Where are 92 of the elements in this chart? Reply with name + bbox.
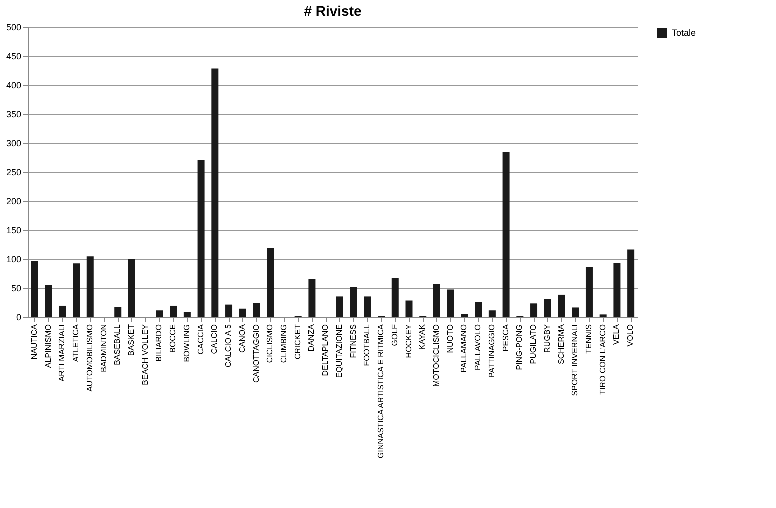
x-tick-label: VELA bbox=[612, 324, 622, 345]
bar bbox=[475, 302, 482, 317]
x-tick-label: CANOTTAGGIO bbox=[252, 324, 261, 384]
x-tick-label: NAUTICA bbox=[30, 324, 39, 360]
x-tick-label: FOOTBALL bbox=[362, 324, 372, 366]
y-tick-label: 350 bbox=[6, 110, 22, 120]
bar bbox=[156, 310, 164, 317]
x-tick-label: GOLF bbox=[390, 324, 400, 346]
x-tick-label: BADMINTON bbox=[99, 324, 108, 372]
bar bbox=[31, 261, 38, 317]
y-tick-label: 200 bbox=[6, 196, 22, 206]
chart-title: # Riviste bbox=[304, 3, 362, 19]
x-tick-label: PUGILATO bbox=[529, 324, 538, 364]
x-tick-label: SPORT INVERNALI bbox=[570, 324, 580, 396]
x-tick-label: ATLETICA bbox=[72, 324, 81, 362]
x-tick-label: PING-PONG bbox=[515, 324, 524, 370]
x-tick-label: NUOTO bbox=[446, 324, 455, 354]
x-tick-label: CANOA bbox=[238, 324, 247, 353]
x-tick-label: BOWLING bbox=[182, 324, 192, 362]
x-tick-label: RUGBY bbox=[542, 324, 552, 353]
bar bbox=[226, 304, 233, 317]
x-tick-label: BEACH VOLLEY bbox=[140, 324, 150, 386]
bar bbox=[364, 296, 372, 317]
x-tick-label: EQUITAZIONE bbox=[334, 324, 344, 378]
bar bbox=[267, 248, 274, 317]
bar bbox=[530, 304, 538, 317]
bar bbox=[198, 160, 205, 317]
bar bbox=[170, 306, 178, 317]
bar bbox=[572, 308, 580, 317]
bar bbox=[59, 306, 66, 317]
x-tick-label: ARTI MARZIALI bbox=[58, 324, 67, 382]
bar bbox=[184, 312, 191, 317]
x-tick-label: CALCIO bbox=[210, 324, 220, 354]
bar bbox=[406, 300, 413, 317]
x-tick-label: CRICKET bbox=[293, 324, 302, 360]
y-tick-label: 50 bbox=[11, 284, 22, 294]
bar bbox=[502, 152, 510, 317]
y-tick-label: 300 bbox=[6, 138, 22, 148]
bar bbox=[392, 278, 399, 317]
y-tick-label: 100 bbox=[6, 254, 22, 264]
y-tick-label: 500 bbox=[6, 22, 22, 32]
bar bbox=[308, 279, 316, 317]
legend-label: Totale bbox=[672, 28, 696, 38]
x-tick-label: TIRO CON L'ARCO bbox=[598, 324, 608, 395]
bar bbox=[586, 267, 593, 317]
x-tick-label: BOCCE bbox=[168, 324, 178, 353]
x-tick-label: CALCIO A 5 bbox=[224, 324, 234, 368]
bar bbox=[73, 264, 80, 317]
x-tick-label: CICLISMO bbox=[266, 324, 275, 364]
x-tick-label: FITNESS bbox=[348, 324, 358, 358]
x-tick-label: CLIMBING bbox=[279, 324, 288, 364]
y-tick-label: 400 bbox=[6, 80, 22, 90]
bar bbox=[461, 314, 468, 317]
x-tick-label: GINNASTICA ARTISTICA E RITMICA bbox=[376, 324, 386, 459]
x-tick-label: HOCKEY bbox=[404, 324, 414, 358]
y-tick-label: 150 bbox=[6, 226, 22, 236]
x-tick-label: MOTOCICLISMO bbox=[432, 324, 441, 388]
bar bbox=[128, 259, 136, 317]
bar bbox=[114, 307, 122, 317]
bar bbox=[628, 250, 635, 317]
x-tick-label: DELTAPLANO bbox=[321, 324, 330, 376]
x-tick-label: CACCIA bbox=[196, 324, 206, 355]
bar bbox=[239, 308, 246, 317]
x-tick-label: PATTINAGGIO bbox=[487, 324, 496, 378]
bar bbox=[212, 68, 219, 317]
bar bbox=[86, 256, 94, 317]
y-tick-label: 250 bbox=[6, 168, 22, 178]
bar bbox=[433, 284, 440, 317]
y-tick-label: 0 bbox=[16, 312, 22, 322]
x-tick-label: SCHERMA bbox=[556, 324, 566, 365]
x-tick-label: TENNIS bbox=[584, 324, 594, 354]
bar bbox=[336, 296, 344, 317]
x-tick-label: BASKET bbox=[126, 324, 136, 356]
x-tick-label: PESCA bbox=[501, 324, 510, 352]
x-tick-label: PALLAMANO bbox=[460, 324, 469, 373]
bar bbox=[558, 294, 566, 317]
x-tick-label: KAYAK bbox=[418, 324, 428, 350]
bar bbox=[253, 303, 260, 317]
x-tick-label: BASEBALL bbox=[113, 324, 122, 366]
bar bbox=[614, 263, 621, 317]
bar bbox=[45, 285, 52, 317]
x-tick-label: VOLO bbox=[626, 324, 636, 347]
x-tick-label: AUTOMOBILISMO bbox=[85, 324, 94, 392]
x-tick-label: ALPINISMO bbox=[44, 324, 53, 368]
x-tick-label: PALLAVOLO bbox=[474, 324, 483, 370]
y-tick-label: 450 bbox=[6, 52, 22, 62]
bar bbox=[488, 310, 496, 317]
bar bbox=[447, 290, 454, 317]
bar bbox=[350, 287, 358, 317]
x-tick-label: BILIARDO bbox=[154, 324, 164, 362]
bar bbox=[544, 299, 552, 317]
x-tick-label: DANZA bbox=[307, 324, 316, 352]
